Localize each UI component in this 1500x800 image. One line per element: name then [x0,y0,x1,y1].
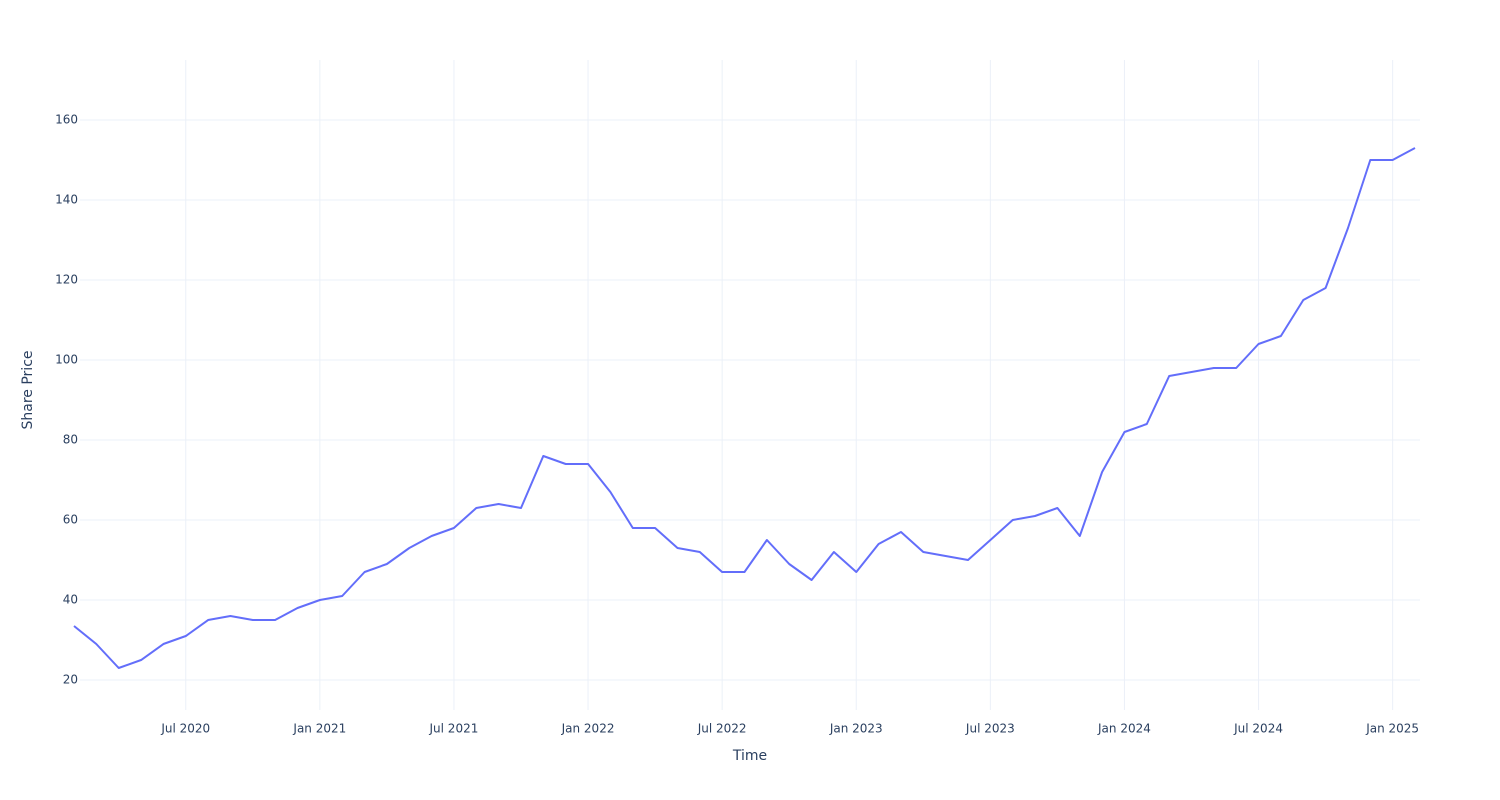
y-tick-label: 40 [63,593,78,607]
y-tick-label: 80 [63,433,78,447]
y-tick-label: 60 [63,513,78,527]
x-tick-label: Jul 2022 [697,722,747,736]
y-tick-label: 140 [55,193,78,207]
x-tick-label: Jan 2024 [1097,722,1151,736]
x-tick-label: Jul 2021 [429,722,479,736]
y-tick-label: 160 [55,113,78,127]
x-tick-label: Jul 2020 [160,722,210,736]
x-tick-label: Jan 2021 [292,722,346,736]
x-axis-title: Time [732,748,767,764]
x-tick-label: Jul 2024 [1233,722,1283,736]
price-line [73,147,1416,669]
y-tick-label: 120 [55,273,78,287]
x-tick-label: Jan 2025 [1365,722,1419,736]
y-tick-label: 100 [55,353,78,367]
x-tick-label: Jan 2023 [829,722,883,736]
x-tick-label: Jan 2022 [561,722,615,736]
x-tick-label: Jul 2023 [965,722,1015,736]
y-axis-title: Share Price [20,350,36,429]
y-tick-label: 20 [63,673,78,687]
